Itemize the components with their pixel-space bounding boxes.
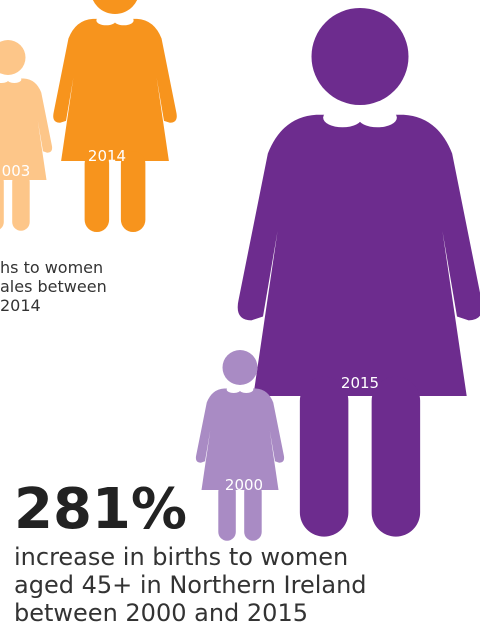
description: increase in births to women aged 45+ in … — [14, 543, 367, 627]
figure-label: 003 — [2, 162, 31, 180]
text-line: aged 45+ in Northern Ireland — [14, 571, 367, 599]
text-line: between 2000 and 2015 — [14, 599, 308, 627]
figure-label: 2014 — [88, 147, 126, 165]
text-line: 2014 — [0, 296, 41, 315]
figure-label: 2015 — [341, 374, 379, 392]
figure-2015 — [237, 8, 480, 537]
headline: 281% — [14, 477, 188, 542]
text-line: ales between — [0, 277, 107, 296]
figure-label: 2000 — [225, 476, 263, 494]
side-text: hs to women ales between 2014 — [0, 258, 107, 315]
text-line: increase in births to women — [14, 543, 349, 571]
figure-2014 — [53, 0, 177, 233]
figure-2003 — [0, 40, 53, 231]
text-line: hs to women — [0, 258, 104, 277]
